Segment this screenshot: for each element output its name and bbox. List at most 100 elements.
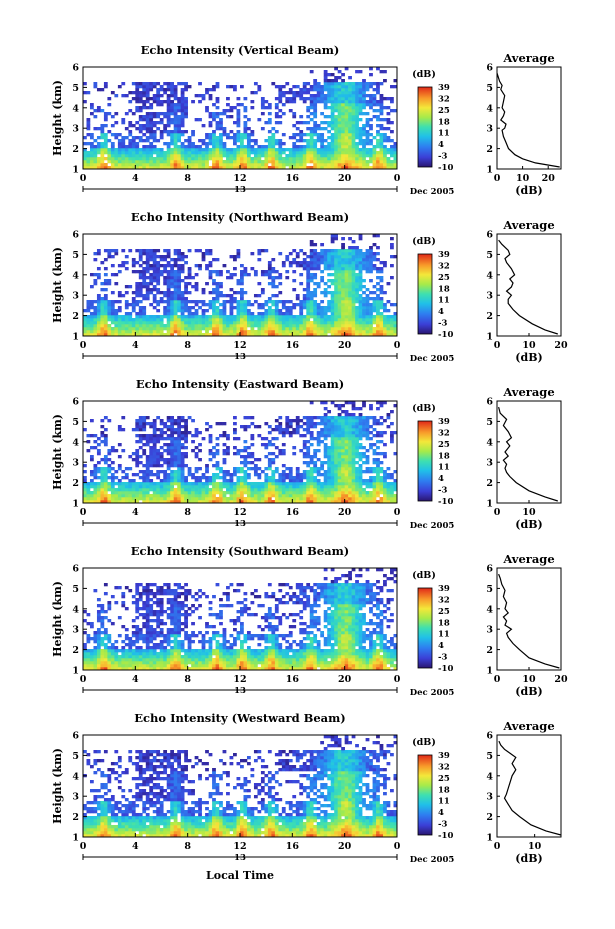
heatmap-cell xyxy=(334,473,338,477)
heatmap-cell xyxy=(257,425,262,429)
heatmap-cell xyxy=(201,288,206,292)
heatmap-cell xyxy=(246,300,251,304)
heatmap-cell xyxy=(121,154,126,158)
heatmap-cell xyxy=(173,440,178,444)
day-label: 13 xyxy=(234,352,246,362)
heatmap-cell xyxy=(229,324,234,328)
heatmap-cell xyxy=(215,154,220,158)
heatmap-cell xyxy=(240,497,244,501)
heatmap-cell xyxy=(205,333,209,337)
heatmap-cell xyxy=(344,249,349,253)
heatmap-cell xyxy=(306,312,311,316)
heatmap-cell xyxy=(236,136,241,140)
heatmap-cell xyxy=(334,497,338,501)
heatmap-cell xyxy=(369,151,373,155)
heatmap-cell xyxy=(191,163,195,167)
heatmap-cell xyxy=(170,446,175,450)
heatmap-cell xyxy=(334,324,338,328)
heatmap-cell xyxy=(337,422,342,426)
heatmap-cell xyxy=(316,261,321,265)
heatmap-cell xyxy=(365,437,370,441)
heatmap-cell xyxy=(285,422,290,426)
heatmap-cell xyxy=(173,270,178,274)
heatmap-cell xyxy=(257,330,262,334)
heatmap-cell xyxy=(240,300,244,304)
heatmap-cell xyxy=(240,273,244,277)
heatmap-cell xyxy=(215,422,220,426)
heatmap-cell xyxy=(152,425,157,429)
heatmap-cell xyxy=(163,163,168,167)
heatmap-cell xyxy=(302,151,307,155)
heatmap-cell xyxy=(131,297,136,301)
heatmap-cell xyxy=(334,309,338,313)
heatmap-cell xyxy=(253,324,258,328)
heatmap-cell xyxy=(131,488,136,492)
heatmap-cell xyxy=(393,318,398,322)
heatmap-cell xyxy=(100,136,105,140)
heatmap-cell xyxy=(302,294,307,298)
heatmap-cell xyxy=(121,148,126,152)
heatmap-cell xyxy=(274,446,279,450)
heatmap-cell xyxy=(358,264,363,268)
heatmap-cell xyxy=(292,494,297,498)
heatmap-cell xyxy=(222,449,227,453)
heatmap-cell xyxy=(376,288,380,292)
heatmap-cell xyxy=(257,163,262,167)
heatmap-cell xyxy=(121,449,126,453)
heatmap-cell xyxy=(142,449,147,453)
heatmap-cell xyxy=(187,473,192,477)
heatmap-cell xyxy=(89,485,94,489)
heatmap-cell xyxy=(334,67,338,71)
heatmap-cell xyxy=(170,464,175,468)
heatmap-cell xyxy=(358,425,363,429)
heatmap-cell xyxy=(351,327,356,331)
heatmap-cell xyxy=(215,500,220,504)
heatmap-cell xyxy=(369,297,373,301)
heatmap-cell xyxy=(365,318,370,322)
heatmap-cell xyxy=(229,315,234,319)
heatmap-cell xyxy=(264,106,269,110)
heatmap-cell xyxy=(240,151,244,155)
heatmap-cell xyxy=(152,112,157,116)
heatmap-cell xyxy=(229,497,234,501)
heatmap-cell xyxy=(243,500,248,504)
heatmap-cell xyxy=(222,324,227,328)
heatmap-cell xyxy=(313,491,318,495)
heatmap-cell xyxy=(309,261,314,265)
heatmap-cell xyxy=(226,300,230,304)
heatmap-cell xyxy=(180,318,185,322)
heatmap-cell xyxy=(334,327,338,331)
heatmap-cell xyxy=(142,488,147,492)
heatmap-cell xyxy=(344,476,349,480)
heatmap-cell xyxy=(285,333,290,337)
heatmap-cell xyxy=(159,255,164,259)
heatmap-cell xyxy=(330,234,335,238)
heatmap-cell xyxy=(114,94,119,98)
heatmap-cell xyxy=(337,428,342,432)
heatmap-cell xyxy=(229,309,234,313)
heatmap-cell xyxy=(138,100,143,104)
heatmap-cell xyxy=(348,160,352,164)
heatmap-cell xyxy=(372,100,377,104)
heatmap-cell xyxy=(309,240,314,244)
heatmap-cell xyxy=(170,291,175,295)
heatmap-cell xyxy=(267,485,272,489)
heatmap-cell xyxy=(330,136,335,140)
heatmap-cell xyxy=(191,333,195,337)
heatmap-cell xyxy=(320,145,325,149)
heatmap-cell xyxy=(149,449,154,453)
heatmap-cell xyxy=(341,112,345,116)
heatmap-cell xyxy=(215,467,220,471)
heatmap-cell xyxy=(355,494,359,498)
heatmap-cell xyxy=(156,82,161,86)
heatmap-cell xyxy=(138,82,143,86)
heatmap-cell xyxy=(226,166,230,170)
heatmap-cell xyxy=(159,85,164,89)
heatmap-cell xyxy=(292,133,297,137)
heatmap-cell xyxy=(260,127,265,131)
heatmap-cell xyxy=(131,321,136,325)
heatmap-cell xyxy=(124,324,129,328)
heatmap-cell xyxy=(149,324,154,328)
heatmap-cell xyxy=(264,324,269,328)
heatmap-cell xyxy=(341,461,345,465)
